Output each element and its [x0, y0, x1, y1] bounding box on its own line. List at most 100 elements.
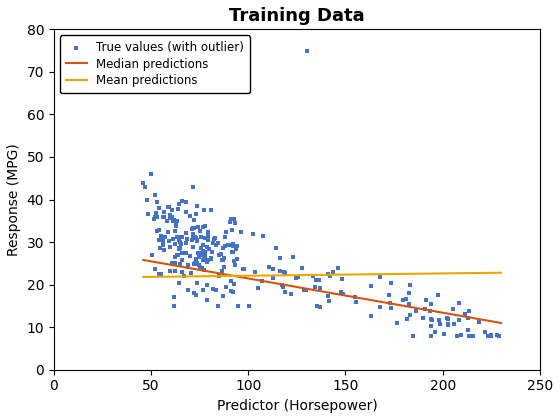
True values (with outlier) [461, 311, 470, 318]
True values (with outlier) [164, 204, 173, 211]
Mean predictions [140, 275, 147, 280]
True values (with outlier) [231, 220, 240, 226]
True values (with outlier) [189, 289, 198, 296]
True values (with outlier) [188, 236, 197, 243]
True values (with outlier) [329, 269, 338, 276]
True values (with outlier) [192, 255, 200, 262]
True values (with outlier) [227, 287, 236, 294]
True values (with outlier) [456, 332, 465, 339]
True values (with outlier) [486, 332, 495, 339]
True values (with outlier) [245, 302, 254, 309]
True values (with outlier) [152, 214, 161, 220]
True values (with outlier) [209, 236, 218, 243]
True values (with outlier) [367, 312, 376, 319]
True values (with outlier) [444, 316, 453, 323]
True values (with outlier) [220, 255, 228, 262]
True values (with outlier) [178, 234, 187, 241]
True values (with outlier) [181, 230, 190, 237]
True values (with outlier) [408, 332, 417, 339]
True values (with outlier) [156, 270, 165, 277]
True values (with outlier) [393, 319, 402, 326]
True values (with outlier) [229, 215, 238, 222]
True values (with outlier) [405, 290, 414, 297]
True values (with outlier) [197, 234, 206, 240]
True values (with outlier) [219, 244, 228, 251]
True values (with outlier) [170, 241, 179, 247]
True values (with outlier) [188, 232, 197, 239]
True values (with outlier) [175, 237, 184, 244]
True values (with outlier) [171, 223, 180, 230]
True values (with outlier) [192, 279, 201, 286]
True values (with outlier) [200, 249, 209, 256]
True values (with outlier) [426, 316, 435, 323]
True values (with outlier) [385, 291, 394, 298]
True values (with outlier) [207, 255, 216, 261]
True values (with outlier) [156, 234, 165, 240]
True values (with outlier) [221, 284, 230, 291]
True values (with outlier) [151, 192, 160, 199]
True values (with outlier) [223, 241, 232, 248]
True values (with outlier) [337, 276, 346, 282]
True values (with outlier) [149, 215, 158, 222]
True values (with outlier) [202, 243, 211, 250]
True values (with outlier) [278, 284, 287, 290]
True values (with outlier) [176, 234, 185, 241]
True values (with outlier) [197, 264, 206, 271]
True values (with outlier) [194, 254, 203, 260]
True values (with outlier) [202, 257, 211, 263]
True values (with outlier) [219, 293, 228, 299]
True values (with outlier) [309, 273, 318, 280]
True values (with outlier) [403, 316, 412, 323]
True values (with outlier) [174, 200, 183, 207]
True values (with outlier) [475, 319, 484, 326]
True values (with outlier) [214, 273, 223, 280]
True values (with outlier) [314, 276, 323, 283]
True values (with outlier) [239, 265, 248, 272]
Median predictions [140, 257, 147, 262]
True values (with outlier) [213, 239, 222, 246]
True values (with outlier) [171, 222, 180, 229]
True values (with outlier) [448, 305, 457, 312]
True values (with outlier) [178, 250, 186, 257]
True values (with outlier) [433, 291, 442, 298]
True values (with outlier) [276, 268, 284, 275]
True values (with outlier) [211, 234, 220, 241]
True values (with outlier) [200, 206, 209, 213]
True values (with outlier) [337, 289, 346, 295]
True values (with outlier) [198, 257, 207, 263]
True values (with outlier) [220, 233, 229, 240]
True values (with outlier) [239, 266, 248, 273]
True values (with outlier) [311, 284, 320, 290]
True values (with outlier) [200, 253, 209, 260]
True values (with outlier) [174, 245, 183, 252]
True values (with outlier) [313, 302, 322, 309]
True values (with outlier) [203, 282, 212, 289]
True values (with outlier) [203, 296, 212, 303]
True values (with outlier) [160, 209, 169, 215]
True values (with outlier) [212, 286, 221, 293]
True values (with outlier) [334, 265, 343, 272]
True values (with outlier) [406, 312, 415, 319]
True values (with outlier) [151, 210, 160, 216]
True values (with outlier) [430, 329, 439, 336]
True values (with outlier) [164, 204, 172, 210]
True values (with outlier) [188, 226, 197, 232]
True values (with outlier) [229, 289, 238, 296]
True values (with outlier) [178, 197, 186, 204]
True values (with outlier) [193, 238, 202, 244]
True values (with outlier) [171, 268, 180, 275]
True values (with outlier) [150, 214, 159, 220]
True values (with outlier) [198, 248, 207, 255]
True values (with outlier) [352, 299, 361, 305]
True values (with outlier) [193, 237, 202, 244]
True values (with outlier) [152, 213, 161, 220]
True values (with outlier) [157, 233, 166, 239]
True values (with outlier) [269, 274, 278, 281]
True values (with outlier) [386, 280, 395, 287]
True values (with outlier) [193, 203, 202, 210]
True values (with outlier) [316, 284, 325, 291]
True values (with outlier) [155, 270, 164, 277]
True values (with outlier) [192, 292, 200, 299]
True values (with outlier) [258, 277, 267, 284]
Y-axis label: Response (MPG): Response (MPG) [7, 143, 21, 256]
